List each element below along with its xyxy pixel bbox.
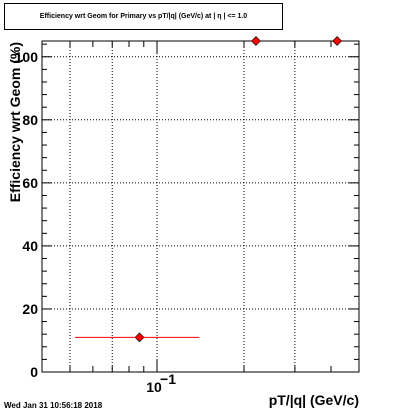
- data-point: [251, 36, 261, 46]
- y-tick-label: 60: [22, 175, 38, 191]
- y-axis-ticks: [42, 43, 359, 373]
- y-tick-label: 20: [22, 301, 38, 317]
- plot-frame: [41, 40, 360, 373]
- x-tick-labels: 10−1: [146, 371, 176, 395]
- title-box: Efficiency wrt Geom for Primary vs pT/|q…: [4, 3, 283, 30]
- x-axis-ticks: [69, 41, 360, 372]
- data-point: [332, 36, 343, 46]
- x-tick-exponent: −1: [160, 371, 176, 387]
- x-tick-label: 10: [146, 379, 162, 395]
- y-tick-label: 40: [22, 238, 38, 254]
- y-tick-label: 100: [15, 49, 39, 65]
- y-tick-label: 0: [30, 364, 38, 380]
- timestamp: Wed Jan 31 10:56:18 2018: [4, 401, 103, 410]
- y-tick-labels: 0 20 40 60 80 100: [15, 49, 39, 380]
- grid-lines: [42, 41, 359, 372]
- x-axis-title: pT/|q| (GeV/c): [269, 392, 359, 408]
- data-point: [134, 332, 145, 343]
- data-points: [74, 36, 343, 343]
- y-tick-label: 80: [22, 112, 38, 128]
- y-axis-title: Efficiency wrt Geom (%): [7, 42, 23, 202]
- chart-title: Efficiency wrt Geom for Primary vs pT/|q…: [39, 13, 248, 20]
